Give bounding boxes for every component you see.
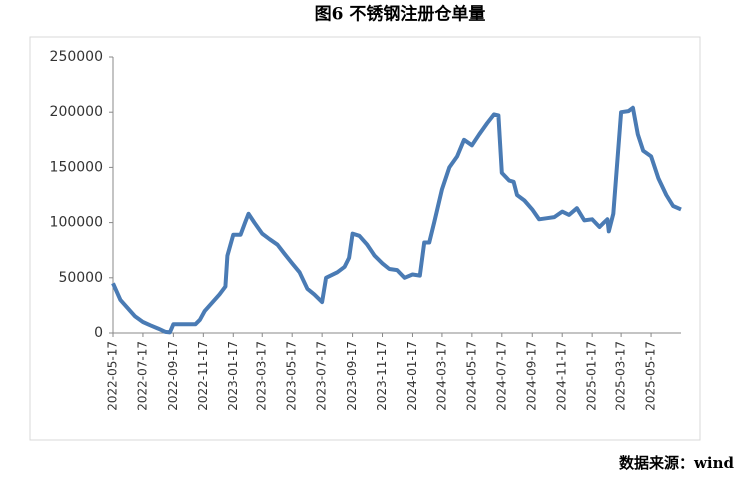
series-line [111, 105, 682, 335]
x-tick-label: 2023-09-17 [345, 341, 359, 411]
y-tick-label: 200000 [50, 104, 103, 120]
y-tick-label: 0 [94, 325, 103, 341]
x-tick-label: 2024-09-17 [525, 341, 539, 411]
x-tick-label: 2022-11-17 [196, 341, 210, 411]
chart-title: 图6 不锈钢注册仓单量 [315, 4, 486, 25]
chart-frame [29, 36, 701, 441]
y-tick-label: 250000 [50, 49, 103, 65]
source: 数据来源：wind [619, 454, 735, 472]
x-tick-label: 2024-11-17 [555, 341, 569, 411]
x-tick-label: 2025-03-17 [614, 341, 628, 411]
x-tick-label: 2023-05-17 [285, 341, 299, 411]
x-tick-label: 2023-01-17 [226, 341, 240, 411]
x-tick-label: 2024-07-17 [494, 341, 508, 411]
x-tick-label: 2023-11-17 [375, 341, 389, 411]
x-tick-label: 2024-05-17 [464, 341, 478, 411]
x-tick-label: 2023-07-17 [315, 341, 329, 411]
x-tick-label: 2022-07-17 [135, 341, 149, 411]
x-tick-label: 2025-05-17 [644, 341, 658, 411]
y-tick-label: 100000 [50, 215, 103, 231]
x-tick-label: 2025-01-17 [585, 341, 599, 411]
y-tick-label: 50000 [58, 270, 103, 286]
x-tick-label: 2022-05-17 [106, 341, 120, 411]
x-tick-label: 2023-03-17 [255, 341, 269, 411]
y-tick-label: 150000 [50, 159, 103, 175]
x-tick-label: 2024-03-17 [434, 341, 448, 411]
x-tick-label: 2024-01-17 [405, 341, 419, 411]
x-tick-label: 2022-09-17 [166, 341, 180, 411]
